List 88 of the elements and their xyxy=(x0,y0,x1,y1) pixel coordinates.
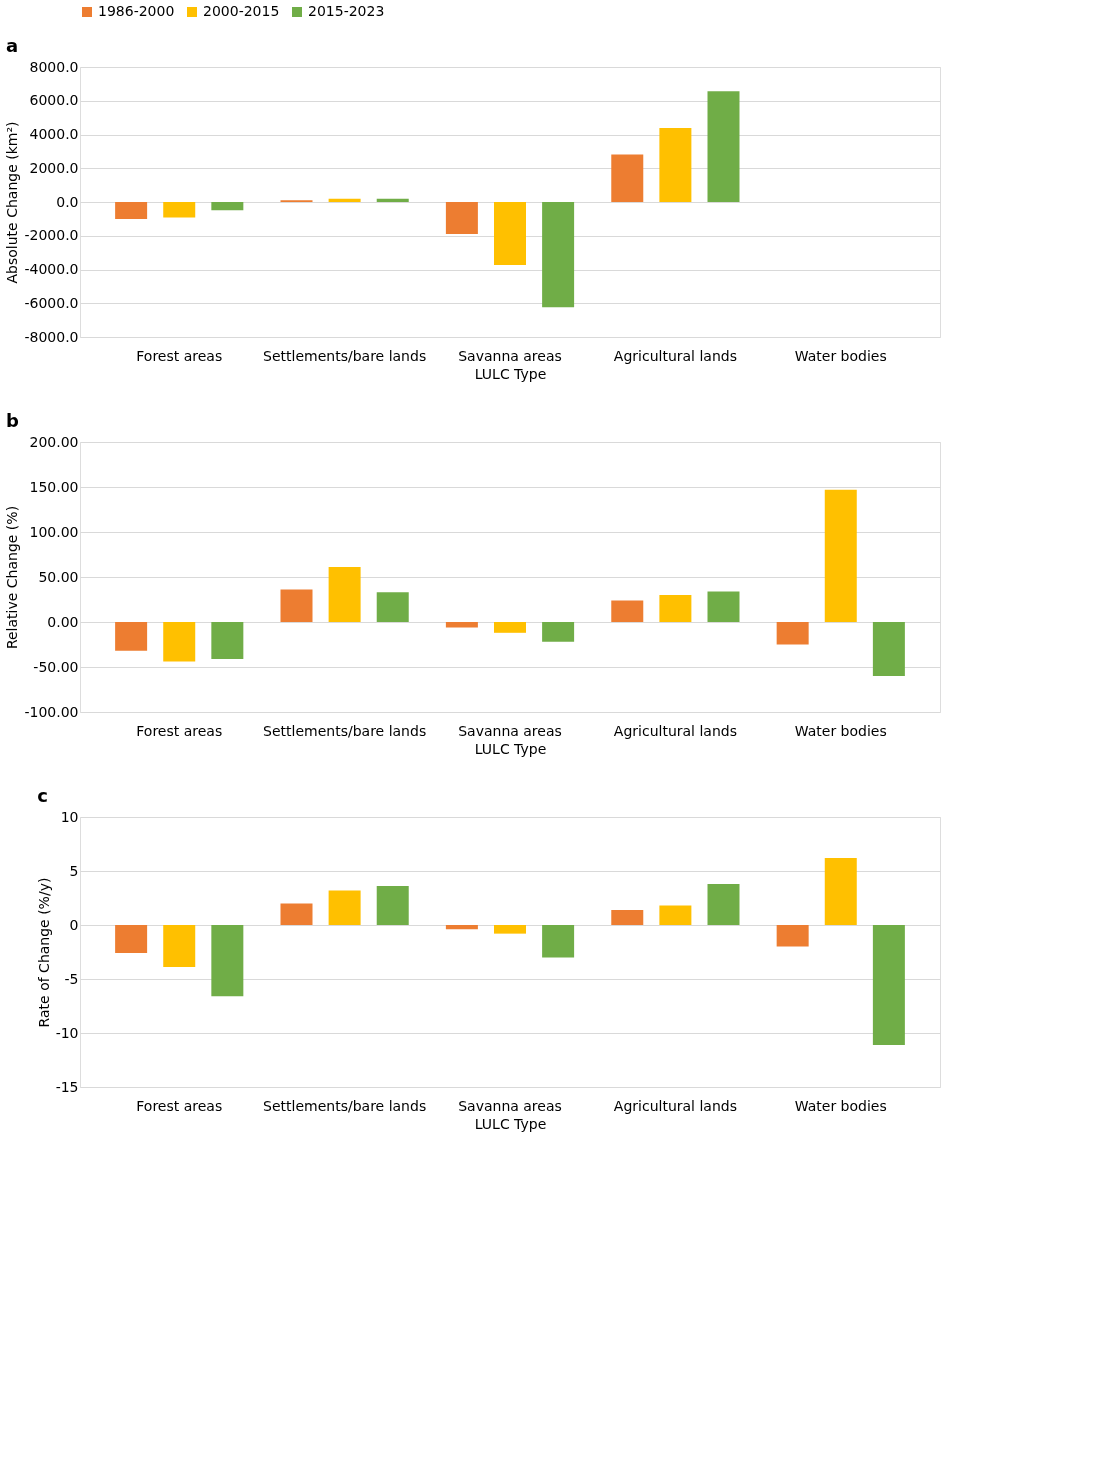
bar xyxy=(211,622,244,659)
bar xyxy=(707,91,740,202)
x-tick-label: Agricultural lands xyxy=(613,1097,737,1114)
bar xyxy=(280,903,313,925)
y-tick-label: 0.0 xyxy=(56,193,79,210)
y-tick-label: 10 xyxy=(60,808,79,825)
y-tick-label: 200.00 xyxy=(29,433,79,450)
bar xyxy=(376,886,409,925)
bar xyxy=(707,883,740,925)
bar xyxy=(659,595,692,622)
x-tick-label: Water bodies xyxy=(794,722,887,739)
y-tick-label: 150.00 xyxy=(29,478,79,495)
y-tick-label: 4000.0 xyxy=(29,126,79,142)
x-tick-label: Settlements/bare lands xyxy=(263,347,427,364)
x-tick-label: Agricultural lands xyxy=(613,722,737,739)
chart-title: a xyxy=(5,35,19,56)
bar xyxy=(494,202,526,266)
bar xyxy=(611,600,644,622)
y-tick-label: -8000.0 xyxy=(24,328,79,345)
x-tick-label: Savanna areas xyxy=(458,722,562,739)
y-tick-label: 2000.0 xyxy=(29,159,79,176)
y-tick-label: 100.00 xyxy=(29,523,79,540)
y-tick-label: -4000.0 xyxy=(24,261,79,277)
y-tick-label: -15 xyxy=(55,1078,79,1095)
bar xyxy=(494,925,526,934)
bar xyxy=(376,592,409,622)
bar xyxy=(211,925,244,997)
legend-label: 1986-2000 xyxy=(98,3,175,19)
x-tick-label: Savanna areas xyxy=(458,347,562,364)
bar xyxy=(776,925,809,947)
y-tick-label: -10 xyxy=(55,1024,79,1041)
y-tick-label: 8000.0 xyxy=(29,58,79,75)
y-tick-label: 0.00 xyxy=(47,613,79,630)
bar xyxy=(611,909,644,925)
legend-label: 2015-2023 xyxy=(308,3,385,19)
bar xyxy=(163,925,196,968)
x-tick-label: Forest areas xyxy=(136,1097,223,1114)
y-tick-label: -50.00 xyxy=(33,658,79,675)
bar xyxy=(542,925,575,958)
y-tick-label: -5 xyxy=(64,970,79,987)
bar xyxy=(445,925,478,930)
legend-label: 2000-2015 xyxy=(203,3,280,19)
x-tick-label: Water bodies xyxy=(794,347,887,364)
bar xyxy=(494,622,526,633)
y-axis-title: Absolute Change (km²) xyxy=(4,121,21,284)
y-axis-title: Relative Change (%) xyxy=(4,505,21,650)
bar xyxy=(872,622,905,676)
y-tick-label: 0 xyxy=(69,916,79,933)
x-axis-title: LULC Type xyxy=(474,1115,547,1132)
x-tick-label: Savanna areas xyxy=(458,1097,562,1114)
bar xyxy=(707,591,740,622)
bar xyxy=(872,925,905,1045)
bar xyxy=(211,202,244,211)
y-tick-label: 50.00 xyxy=(38,568,79,585)
bar xyxy=(115,622,148,651)
bar xyxy=(776,622,809,645)
bar xyxy=(280,589,313,622)
y-tick-label: -2000.0 xyxy=(24,227,79,244)
bar xyxy=(328,890,361,925)
bar xyxy=(163,622,196,662)
y-axis-title: Rate of Change (%/y) xyxy=(35,877,52,1028)
x-axis-title: LULC Type xyxy=(474,365,547,382)
bar xyxy=(445,202,478,235)
y-tick-label: -6000.0 xyxy=(24,294,79,311)
bar xyxy=(611,154,644,202)
bar xyxy=(445,622,478,628)
x-tick-label: Forest areas xyxy=(136,347,223,364)
x-axis-title: LULC Type xyxy=(474,740,547,757)
chart-title: b xyxy=(5,410,19,431)
bar xyxy=(115,925,148,954)
bar xyxy=(328,567,361,622)
y-tick-label: 6000.0 xyxy=(29,92,79,109)
bar xyxy=(659,905,692,925)
y-tick-label: 5 xyxy=(69,862,79,879)
x-tick-label: Water bodies xyxy=(794,1097,887,1114)
bar xyxy=(542,622,575,642)
bar xyxy=(659,127,692,202)
bar xyxy=(824,489,857,622)
x-tick-label: Forest areas xyxy=(136,722,223,739)
bar xyxy=(542,202,575,308)
x-tick-label: Settlements/bare lands xyxy=(263,722,427,739)
x-tick-label: Settlements/bare lands xyxy=(263,1097,427,1114)
chart-title: c xyxy=(37,785,48,806)
y-tick-label: -100.00 xyxy=(24,703,79,720)
x-tick-label: Agricultural lands xyxy=(613,347,737,364)
bar xyxy=(824,858,857,925)
bar xyxy=(115,202,148,219)
bar xyxy=(163,202,196,218)
